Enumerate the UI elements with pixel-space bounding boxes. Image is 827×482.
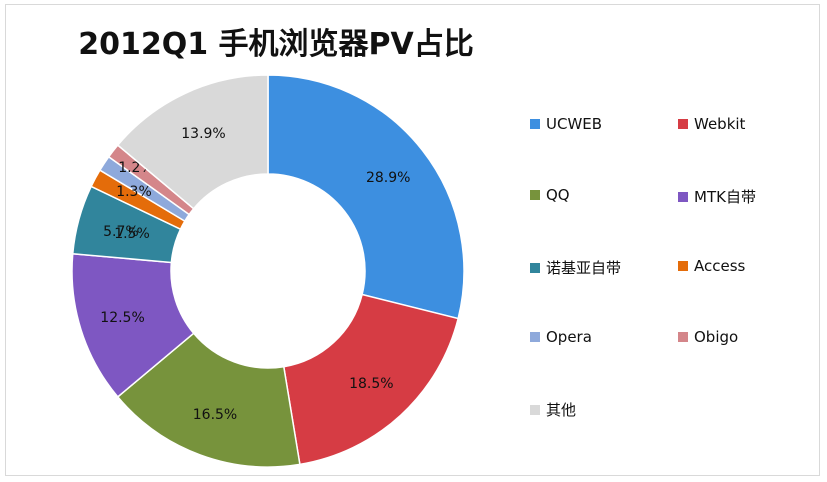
legend-swatch-1 (678, 119, 688, 129)
legend-swatch-8 (530, 404, 540, 415)
data-label-3: 12.5% (100, 310, 144, 326)
chart-frame: 2012Q1 手机浏览器PV占比 28.9% 18.5% 16.5% 12.5% 5.7… (5, 4, 820, 476)
legend-swatch-4 (530, 262, 540, 273)
legend-swatch-5 (678, 261, 688, 271)
legend-swatch-0 (530, 119, 540, 129)
legend-label-4: 诺基亚自带 (546, 259, 622, 277)
legend-item-3: MTK自带 (678, 186, 756, 207)
slice-2 (116, 332, 301, 468)
data-label-4: 5.7% (103, 224, 139, 240)
slice-1 (282, 293, 460, 466)
slice-8 (116, 74, 269, 210)
legend-item-1: Webkit (678, 115, 745, 133)
legend-label-2: QQ (546, 186, 570, 204)
data-label-0: 28.9% (366, 170, 410, 186)
data-label-1: 18.5% (349, 376, 393, 392)
data-label-6: 1.3% (116, 184, 152, 200)
legend-item-5: Access (678, 257, 745, 275)
legend-item-8: 其他 (530, 399, 576, 420)
legend-label-5: Access (694, 257, 746, 275)
legend-label-0: UCWEB (546, 115, 603, 133)
legend-swatch-6 (530, 332, 540, 342)
legend-label-3: MTK自带 (694, 188, 756, 206)
legend-swatch-2 (530, 190, 540, 200)
slice-0 (267, 74, 465, 320)
legend-item-6: Opera (530, 328, 592, 346)
donut-chart: 28.9%18.5%16.5%12.5%5.7%1.5%1.3%1.2%13.9… (71, 74, 465, 468)
chart-title: 2012Q1 手机浏览器PV占比 (78, 27, 474, 62)
legend-item-2: QQ (530, 186, 570, 204)
legend-item-7: Obigo (678, 328, 738, 346)
data-label-5: 1.5% (114, 226, 150, 242)
legend-label-7: Obigo (694, 328, 739, 346)
legend-swatch-3 (678, 191, 688, 202)
legend-swatch-7 (678, 332, 688, 342)
legend-label-8: 其他 (546, 401, 577, 419)
legend-item-4: 诺基亚自带 (530, 257, 621, 278)
legend-label-1: Webkit (694, 115, 746, 133)
legend-item-0: UCWEB (530, 115, 602, 133)
legend-label-6: Opera (546, 328, 592, 346)
data-label-2: 16.5% (193, 407, 237, 423)
data-label-8: 13.9% (181, 126, 225, 142)
